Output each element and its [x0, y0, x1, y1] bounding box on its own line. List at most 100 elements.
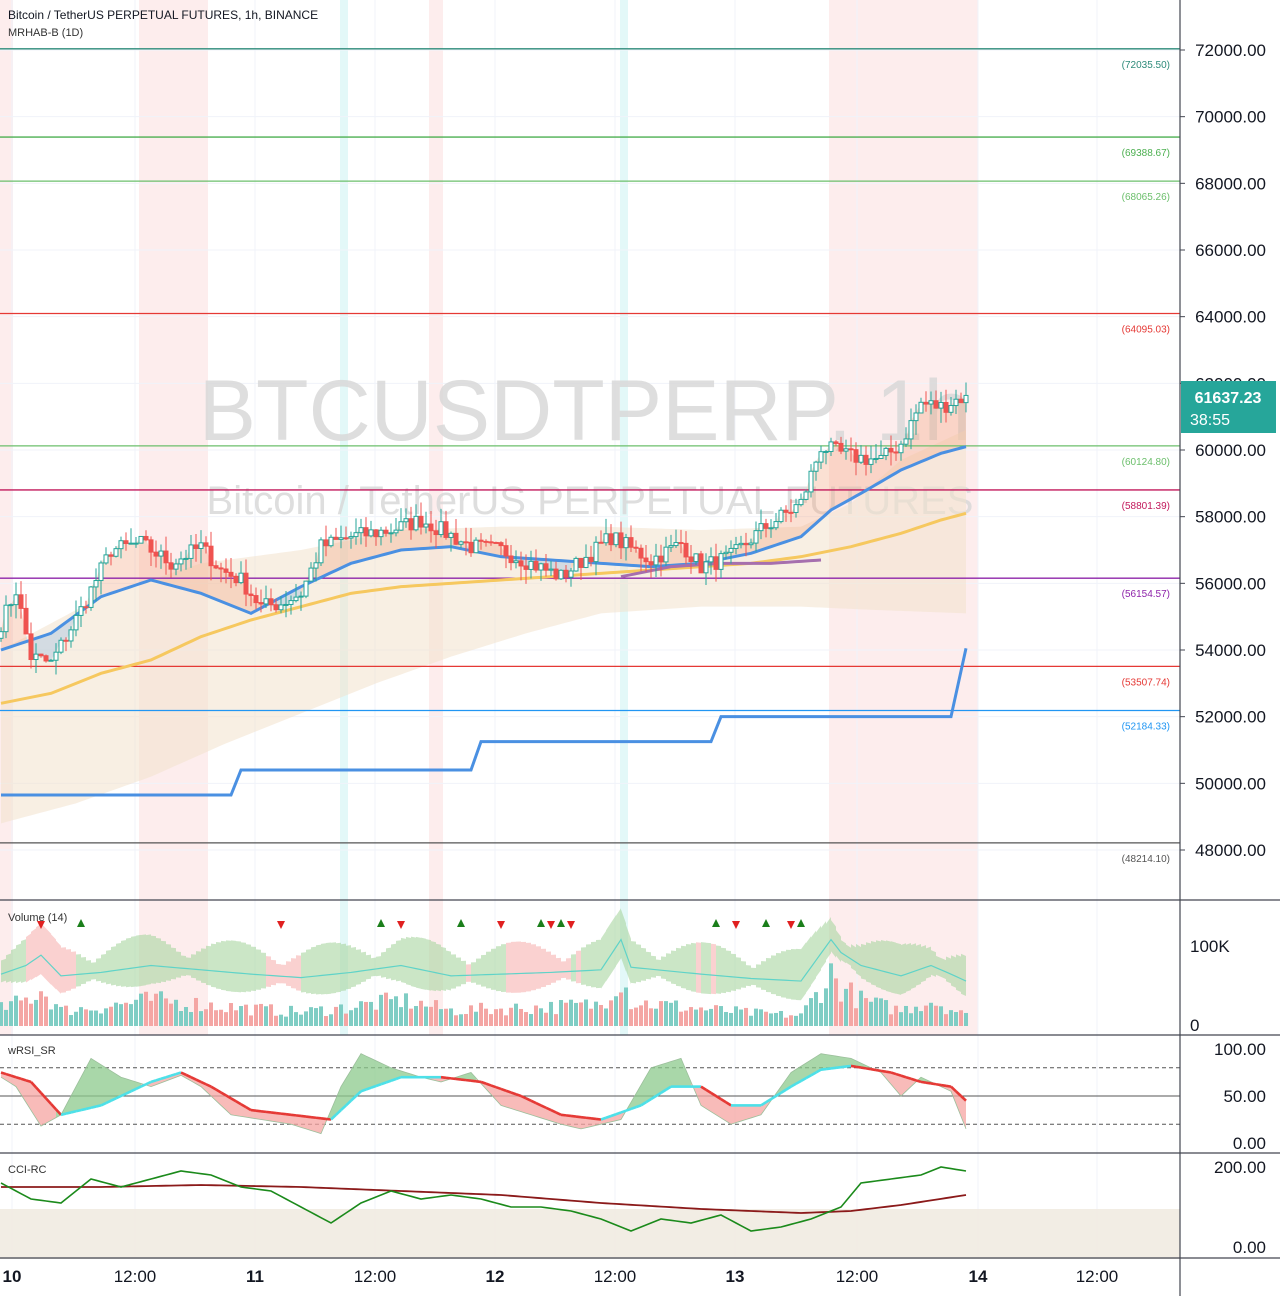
- volume-bar-173: [864, 998, 868, 1026]
- rsi-signal-seg-158: [785, 1085, 792, 1091]
- volume-bar-97: [484, 1008, 488, 1026]
- volume-ribbon-seg-136: [676, 947, 681, 987]
- volume-ribbon-seg-130: [646, 951, 651, 980]
- candle-body-119: [593, 541, 599, 563]
- rsi-signal-seg-193: [960, 1095, 967, 1102]
- volume-ribbon-seg-65: [321, 943, 326, 995]
- price-tick-8: 56000.00: [1195, 574, 1266, 593]
- rsi-signal-seg-108: [535, 1101, 542, 1107]
- candle-body-40: [198, 542, 204, 549]
- volume-ribbon-seg-33: [161, 940, 166, 983]
- last-price-badge-bg: [1181, 381, 1276, 433]
- candle-body-6: [28, 633, 34, 661]
- candle-body-69: [343, 537, 349, 540]
- rsi-fill-seg-20: [96, 1061, 101, 1107]
- rsi-fill-seg-69: [341, 1078, 346, 1111]
- rsi-signal-seg-1: [0, 1071, 7, 1076]
- volume-bar-33: [164, 998, 168, 1026]
- rsi-signal-seg-55: [270, 1111, 277, 1115]
- volume-bar-95: [474, 1011, 478, 1026]
- volume-ribbon-seg-83: [411, 936, 416, 988]
- rsi-signal-seg-72: [355, 1090, 362, 1097]
- candle-body-0: [0, 631, 4, 639]
- candle-body-95: [473, 539, 479, 554]
- volume-ribbon-seg-160: [796, 948, 801, 1001]
- candle-body-136: [678, 542, 684, 545]
- rsi-signal-seg-179: [890, 1071, 897, 1076]
- rsi-tick-0: 100.00: [1214, 1040, 1266, 1059]
- rsi-fill-seg-127: [631, 1093, 636, 1109]
- rsi-fill-seg-47: [231, 1098, 236, 1116]
- rsi-signal-seg-121: [600, 1116, 607, 1121]
- rsi-signal-seg-120: [595, 1117, 602, 1121]
- rsi-fill-seg-104: [516, 1094, 521, 1112]
- volume-bar-26: [129, 1004, 133, 1026]
- volume-ribbon-seg-51: [251, 946, 256, 992]
- candle-body-80: [398, 521, 404, 531]
- volume-bar-52: [259, 1003, 263, 1026]
- rsi-signal-seg-162: [805, 1074, 812, 1080]
- rsi-fill-seg-71: [351, 1061, 356, 1101]
- volume-ribbon-seg-58: [286, 961, 291, 987]
- rsi-fill-seg-182: [906, 1077, 911, 1092]
- rsi-signal-seg-114: [565, 1114, 572, 1118]
- rsi-signal-seg-116: [575, 1115, 582, 1119]
- rsi-signal-seg-51: [250, 1108, 257, 1112]
- candle-body-134: [668, 545, 674, 548]
- candle-body-79: [393, 529, 399, 534]
- volume-ribbon-seg-131: [651, 955, 656, 978]
- volume-ribbon-seg-90: [446, 950, 451, 991]
- rsi-fill-seg-19: [91, 1058, 96, 1108]
- volume-bar-45: [224, 1012, 228, 1026]
- rsi-signal-seg-189: [940, 1083, 947, 1088]
- candle-body-175: [873, 457, 879, 460]
- rsi-signal-seg-130: [645, 1098, 652, 1104]
- candle-body-168: [838, 442, 844, 452]
- candle-body-88: [438, 521, 444, 536]
- candle-body-109: [543, 563, 549, 571]
- rsi-fill-seg-54: [266, 1111, 271, 1122]
- rsi-fill-seg-102: [506, 1090, 511, 1109]
- ribbon-seg-33: [161, 551, 166, 584]
- volume-ribbon-seg-169: [841, 940, 846, 964]
- ribbon-seg-3: [11, 594, 16, 647]
- volume-bar-128: [639, 1005, 643, 1026]
- rsi-signal-seg-43: [210, 1085, 217, 1091]
- rsi-signal-seg-9: [40, 1091, 47, 1100]
- candle-body-138: [688, 556, 694, 562]
- volume-ribbon-seg-17: [81, 957, 86, 985]
- volume-ribbon-seg-110: [546, 951, 551, 986]
- volume-bar-150: [749, 1015, 753, 1026]
- ribbon-seg-158: [786, 512, 791, 542]
- rsi-signal-seg-11: [50, 1102, 57, 1111]
- volume-ribbon-seg-174: [866, 942, 871, 983]
- rsi-fill-seg-52: [256, 1110, 261, 1120]
- volume-ribbon-seg-155: [771, 955, 776, 995]
- ribbon-seg-8: [36, 636, 41, 656]
- volume-ribbon-seg-140: [696, 942, 701, 993]
- rsi-fill-seg-149: [741, 1105, 746, 1122]
- candle-body-27: [133, 542, 139, 545]
- cci-tick-1: 0.00: [1233, 1238, 1266, 1257]
- rsi-signal-seg-111: [550, 1108, 557, 1114]
- rsi-fill-seg-131: [651, 1066, 656, 1100]
- volume-bar-65: [324, 1016, 328, 1026]
- volume-ribbon-seg-59: [291, 958, 296, 989]
- volume-ribbon-seg-121: [601, 930, 606, 989]
- rsi-fill-seg-192: [956, 1091, 961, 1117]
- rsi-fill-seg-108: [536, 1103, 541, 1118]
- rsi-signal-seg-143: [710, 1091, 717, 1098]
- volume-ribbon-seg-172: [856, 943, 861, 977]
- volume-ribbon-seg-99: [491, 948, 496, 990]
- candle-body-60: [298, 595, 304, 598]
- time-tick-1: 12:00: [114, 1267, 157, 1286]
- candle-body-151: [753, 530, 759, 544]
- rsi-fill-seg-99: [491, 1085, 496, 1100]
- rsi-fill-seg-136: [676, 1058, 681, 1087]
- volume-ribbon-seg-19: [91, 962, 96, 980]
- rsi-signal-seg-53: [260, 1109, 267, 1114]
- candle-body-125: [623, 537, 629, 549]
- volume-ribbon-seg-34: [166, 944, 171, 981]
- volume-bar-74: [369, 1001, 373, 1026]
- rsi-tick-2: 0.00: [1233, 1134, 1266, 1153]
